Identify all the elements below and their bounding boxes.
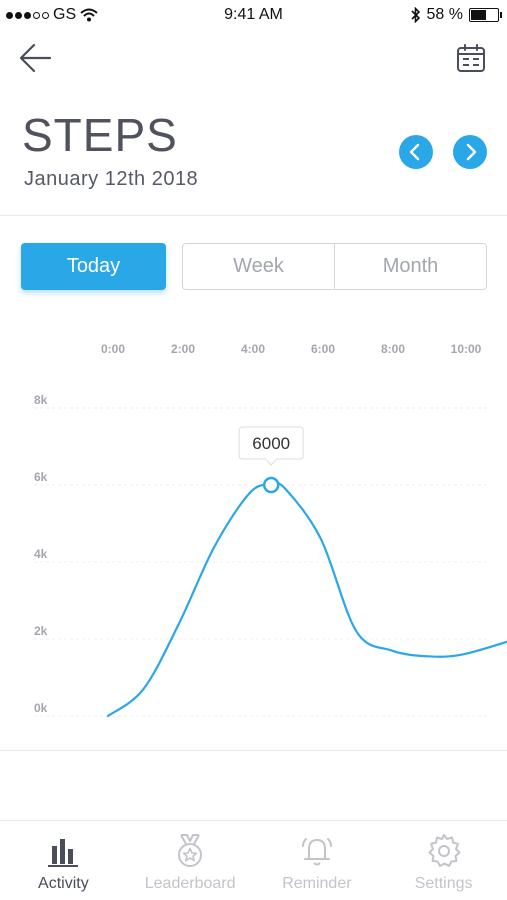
- x-tick-label: 0:00: [101, 342, 125, 356]
- bottom-tab-bar: Activity Leaderboard Reminder Settings: [0, 820, 507, 900]
- bar-chart-icon: [48, 839, 79, 867]
- tab-label: Reminder: [282, 875, 352, 892]
- calendar-icon[interactable]: [455, 42, 487, 74]
- status-left: GS: [6, 6, 98, 24]
- status-bar: GS 9:41 AM 58 %: [0, 0, 507, 30]
- tab-label: Activity: [38, 875, 89, 892]
- next-day-button[interactable]: [453, 135, 487, 169]
- status-time: 9:41 AM: [224, 6, 283, 23]
- battery-percent: 58 %: [426, 6, 463, 23]
- tab-activity[interactable]: Activity: [0, 821, 127, 900]
- tab-settings[interactable]: Settings: [380, 821, 507, 900]
- tab-label: Settings: [414, 875, 473, 892]
- y-tick-label: 2k: [34, 624, 48, 638]
- y-tick-label: 4k: [34, 547, 48, 561]
- carrier-name: GS: [53, 6, 77, 23]
- status-right: 58 %: [410, 6, 502, 24]
- tab-today[interactable]: Today: [21, 243, 166, 290]
- tab-leaderboard[interactable]: Leaderboard: [127, 821, 254, 900]
- x-tick-label: 8:00: [381, 342, 405, 356]
- y-tick-label: 8k: [34, 393, 48, 407]
- steps-series-line: [106, 482, 507, 718]
- chevron-right-icon: [466, 143, 477, 161]
- x-tick-label: 10:00: [451, 342, 482, 356]
- x-tick-label: 4:00: [241, 342, 265, 356]
- tab-label: Leaderboard: [144, 875, 236, 892]
- page-title: STEPS: [22, 109, 178, 161]
- wifi-icon: [80, 8, 98, 22]
- header-divider: [0, 215, 507, 216]
- date-label: January 12th 2018: [24, 168, 199, 190]
- steps-line-chart: 0:00 2:00 4:00 6:00 8:00 10:00 8k 6k 4k 2k 0k 6000: [34, 342, 507, 718]
- tab-reminder[interactable]: Reminder: [254, 821, 381, 900]
- signal-strength-icon: [6, 11, 49, 19]
- y-tick-label: 6k: [34, 470, 48, 484]
- chevron-left-icon: [409, 143, 420, 161]
- gear-icon: [428, 834, 461, 867]
- bluetooth-icon: [410, 7, 420, 23]
- previous-day-button[interactable]: [399, 135, 433, 169]
- highlight-point: [262, 476, 280, 494]
- tab-week[interactable]: Week: [233, 255, 284, 277]
- battery-icon: [469, 8, 502, 22]
- tooltip-pointer: [264, 458, 278, 466]
- tab-month[interactable]: Month: [334, 244, 486, 289]
- tooltip-value: 6000: [252, 434, 290, 453]
- x-tick-label: 2:00: [171, 342, 195, 356]
- y-tick-label: 0k: [34, 701, 48, 715]
- period-segmented-control: Week Month: [182, 243, 487, 290]
- bell-icon: [301, 838, 332, 866]
- chart-divider: [0, 750, 507, 751]
- back-arrow-icon[interactable]: [18, 40, 54, 76]
- tooltip-pointer-mask: [266, 457, 277, 460]
- x-tick-label: 6:00: [311, 342, 335, 356]
- medal-icon: [178, 834, 203, 867]
